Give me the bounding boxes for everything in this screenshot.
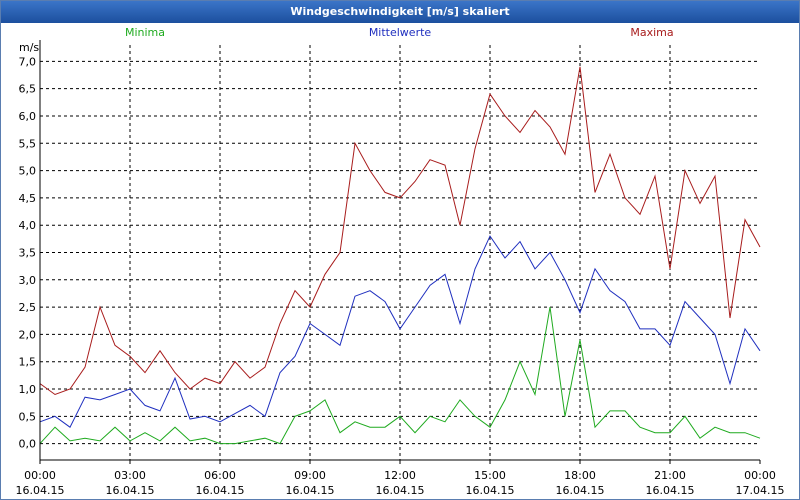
y-tick-label: 5,0 bbox=[19, 165, 37, 178]
legend-minima: Minima bbox=[125, 26, 165, 39]
x-tick-date: 16.04.15 bbox=[196, 484, 245, 497]
grid bbox=[40, 45, 760, 460]
x-tick-time: 03:00 bbox=[114, 469, 146, 482]
x-tick-time: 21:00 bbox=[654, 469, 686, 482]
y-tick-label: 7,0 bbox=[19, 55, 37, 68]
x-tick-time: 00:00 bbox=[24, 469, 56, 482]
y-tick-label: 6,5 bbox=[19, 83, 37, 96]
y-tick-label: 3,5 bbox=[19, 247, 37, 260]
series-line-minima bbox=[39, 307, 761, 445]
x-tick-date: 16.04.15 bbox=[376, 484, 425, 497]
y-tick-label: 1,5 bbox=[19, 356, 37, 369]
y-tick-label: 2,5 bbox=[19, 301, 37, 314]
y-tick-label: 0,0 bbox=[19, 438, 37, 451]
x-tick-date: 16.04.15 bbox=[106, 484, 155, 497]
x-tick-time: 00:00 bbox=[744, 469, 776, 482]
y-tick-label: 1,0 bbox=[19, 383, 37, 396]
legend: Minima Mittelwerte Maxima bbox=[125, 26, 674, 39]
axes: 0,0 0,5 1,0 1,5 2,0 2,5 3,0 3,5 4,0 4,5 5,0 5,5 6,0 6… bbox=[16, 40, 785, 497]
legend-mittelwerte: Mittelwerte bbox=[369, 26, 432, 39]
x-tick-date: 16.04.15 bbox=[466, 484, 515, 497]
legend-maxima: Maxima bbox=[630, 26, 673, 39]
series-line-mittelwerte bbox=[39, 235, 761, 428]
x-tick-time: 18:00 bbox=[564, 469, 596, 482]
x-tick-date: 16.04.15 bbox=[286, 484, 335, 497]
y-tick-label: 4,5 bbox=[19, 192, 37, 205]
series bbox=[39, 66, 761, 445]
y-tick-label: 3,0 bbox=[19, 274, 37, 287]
x-tick-time: 15:00 bbox=[474, 469, 506, 482]
y-tick-label: 4,0 bbox=[19, 219, 37, 232]
series-line-maxima bbox=[39, 66, 761, 396]
x-tick-date: 16.04.15 bbox=[646, 484, 695, 497]
x-tick-time: 06:00 bbox=[204, 469, 236, 482]
x-tick-time: 09:00 bbox=[294, 469, 326, 482]
y-tick-label: 6,0 bbox=[19, 110, 37, 123]
y-tick-label: 2,0 bbox=[19, 328, 37, 341]
x-tick-time: 12:00 bbox=[384, 469, 416, 482]
x-tick-date: 16.04.15 bbox=[16, 484, 65, 497]
y-tick-label: 0,5 bbox=[19, 410, 37, 423]
x-tick-date: 17.04.15 bbox=[736, 484, 785, 497]
window-title: Windgeschwindigkeit [m/s] skaliert bbox=[1, 1, 799, 23]
y-tick-label: 5,5 bbox=[19, 137, 37, 150]
y-axis-unit: m/s bbox=[19, 41, 39, 54]
x-tick-date: 16.04.15 bbox=[556, 484, 605, 497]
